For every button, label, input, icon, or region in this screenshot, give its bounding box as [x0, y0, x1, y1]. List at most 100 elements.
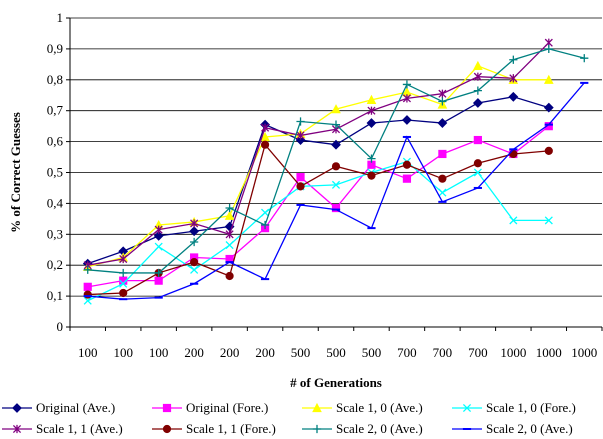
- data-point: [437, 118, 448, 128]
- legend-item: Scale 1, 1 (Fore.): [152, 421, 276, 436]
- data-point: [225, 271, 234, 281]
- data-point: [331, 162, 341, 171]
- x-tick-label: 1000: [571, 345, 597, 360]
- data-point: [296, 117, 305, 126]
- data-point: [224, 210, 235, 220]
- legend-marker: [12, 403, 22, 413]
- y-tick-label: 0: [57, 319, 64, 334]
- series-lines: [82, 38, 589, 305]
- data-point: [438, 188, 447, 197]
- legend-item: Scale 2, 0 (Ave.): [302, 421, 423, 436]
- data-point: [472, 98, 483, 108]
- data-point: [402, 115, 412, 125]
- data-point: [402, 94, 411, 103]
- data-point: [544, 122, 553, 131]
- data-point: [544, 44, 553, 53]
- data-point: [296, 182, 305, 191]
- data-point: [225, 230, 234, 239]
- y-tick-label: 0,7: [47, 103, 64, 118]
- data-point: [331, 203, 341, 213]
- data-point: [119, 254, 128, 264]
- data-point: [473, 86, 482, 95]
- legend-label: Scale 1, 0 (Fore.): [486, 400, 576, 415]
- series-line: [87, 125, 550, 288]
- legend-item: Scale 1, 1 (Ave.): [2, 421, 123, 436]
- series-5: [83, 38, 553, 270]
- data-point: [543, 74, 554, 84]
- y-tick-label: 0,5: [47, 165, 63, 180]
- y-tick-label: 0,1: [47, 288, 63, 303]
- data-point: [438, 149, 447, 159]
- data-point: [83, 296, 92, 305]
- data-point: [367, 106, 376, 115]
- data-point: [473, 168, 482, 177]
- data-point: [366, 118, 377, 128]
- data-point: [190, 265, 199, 274]
- data-point: [260, 140, 270, 149]
- data-point: [83, 265, 92, 274]
- data-point: [438, 174, 447, 183]
- data-point: [154, 268, 163, 278]
- data-point: [190, 219, 199, 228]
- x-tick-label: 700: [468, 345, 488, 360]
- data-point: [402, 80, 412, 89]
- x-axis-title: # of Generations: [290, 375, 382, 390]
- series-6: [83, 140, 553, 299]
- legend-item: Original (Ave.): [2, 400, 115, 415]
- series-line: [87, 82, 585, 300]
- axes: [66, 17, 603, 331]
- data-point: [296, 173, 305, 182]
- x-tick-label: 100: [149, 345, 169, 360]
- legend-marker: [312, 424, 322, 434]
- data-point: [260, 131, 270, 142]
- data-point: [331, 180, 341, 189]
- data-point: [402, 174, 412, 183]
- y-tick-label: 0,6: [47, 134, 64, 149]
- series-8: [83, 81, 589, 301]
- series-4: [83, 157, 553, 305]
- y-tick-label: 0,4: [47, 195, 64, 210]
- y-tick-label: 0,9: [47, 41, 63, 56]
- data-point: [366, 94, 377, 104]
- y-tick-label: 0,2: [47, 257, 63, 272]
- series-1: [82, 91, 554, 269]
- legend-label: Original (Fore.): [186, 400, 268, 415]
- x-tick-label: 700: [433, 345, 453, 360]
- data-point: [261, 208, 270, 217]
- data-point: [154, 276, 163, 285]
- x-tick-label: 700: [397, 345, 417, 360]
- legend-label: Scale 1, 1 (Ave.): [36, 421, 123, 436]
- data-point: [331, 120, 341, 129]
- data-point: [509, 55, 518, 64]
- data-point: [580, 54, 589, 63]
- legend-label: Scale 2, 0 (Ave.): [486, 421, 573, 436]
- x-tick-label: 200: [220, 345, 240, 360]
- data-point: [473, 135, 482, 145]
- legend-item: Original (Fore.): [152, 400, 268, 415]
- legend: Original (Ave.) Original (Fore.) Scale 1, …: [2, 400, 576, 436]
- legend-marker: [162, 424, 172, 434]
- x-tick-label: 200: [184, 345, 204, 360]
- data-point: [543, 102, 554, 113]
- data-point: [190, 258, 199, 267]
- x-tick-label: 1000: [500, 345, 526, 360]
- legend-item: Scale 1, 0 (Ave.): [302, 400, 423, 415]
- legend-label: Original (Ave.): [36, 400, 115, 415]
- series-line: [87, 160, 549, 302]
- data-point: [509, 74, 518, 83]
- data-point: [509, 216, 518, 225]
- x-tick-label: 1000: [536, 345, 562, 360]
- series-line: [87, 42, 550, 266]
- data-point: [367, 171, 376, 180]
- y-axis-title: % of Correct Guesses: [8, 112, 23, 233]
- data-point: [225, 203, 234, 213]
- x-tick-label: 100: [113, 345, 133, 360]
- data-point: [438, 97, 447, 106]
- x-tick-label: 200: [255, 345, 275, 360]
- x-tick-label: 100: [78, 345, 98, 360]
- y-tick-label: 1: [57, 10, 64, 25]
- legend-label: Scale 1, 1 (Fore.): [186, 421, 276, 436]
- legend-label: Scale 1, 0 (Ave.): [336, 400, 423, 415]
